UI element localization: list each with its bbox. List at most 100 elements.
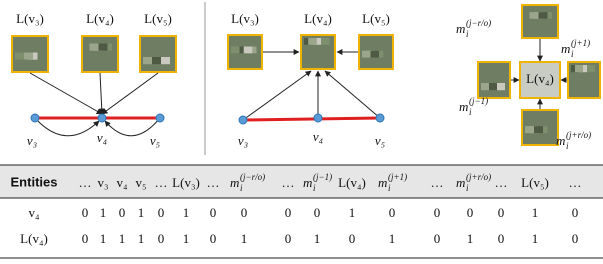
table-cell: L(v₄) — [20, 231, 48, 246]
table-cell: 0 — [285, 205, 292, 220]
table-cell: 1 — [100, 231, 107, 246]
table-cell: 1 — [389, 231, 396, 246]
image-texture — [371, 51, 380, 58]
node-label: v₃ — [238, 133, 248, 148]
table-cell: 0 — [119, 205, 126, 220]
table-cell: 0 — [434, 205, 441, 220]
header-cell: v₅ — [135, 175, 146, 190]
header-cell: L(v₅) — [521, 175, 549, 190]
image-texture — [321, 38, 330, 45]
table-cell: 1 — [138, 205, 145, 220]
table-cell: 0 — [285, 231, 292, 246]
image-texture — [530, 12, 539, 19]
table-cell: v₄ — [28, 205, 40, 220]
header-cell: … — [431, 175, 444, 190]
node — [31, 114, 39, 122]
neighbor-label-sup: (j−1) — [469, 96, 488, 106]
image-texture — [143, 57, 152, 64]
image-texture — [90, 44, 99, 51]
image-label: L(v₃) — [231, 11, 259, 26]
table-cell: 1 — [532, 231, 539, 246]
table-cell: 1 — [349, 205, 356, 220]
header-cell: … — [207, 175, 220, 190]
table-cell: 1 — [183, 231, 190, 246]
table-cell: 1 — [138, 231, 145, 246]
header-cell-base: m — [230, 175, 239, 190]
table-cell: 1 — [100, 205, 107, 220]
neighbor-label-sup: (j−r/o) — [466, 18, 491, 28]
image-texture — [497, 83, 505, 90]
image-texture — [244, 47, 253, 54]
table-cell: 0 — [572, 205, 579, 220]
arrow — [102, 73, 158, 114]
neighbor-label-base: m — [459, 99, 468, 114]
image-texture — [575, 65, 583, 72]
node — [376, 114, 384, 122]
arrow — [325, 71, 380, 118]
neighbor-label-sup: (j+r/o) — [566, 130, 591, 140]
header-cell-base: m — [456, 175, 465, 190]
header-cell: … — [79, 175, 92, 190]
node — [156, 114, 164, 122]
table-cell: 0 — [210, 205, 217, 220]
node-label: v₃ — [27, 133, 37, 148]
table-cell: 0 — [210, 231, 217, 246]
node-label: v₅ — [150, 133, 160, 148]
table-cell: 1 — [241, 231, 248, 246]
arrow — [35, 118, 99, 136]
figure: L(v₃) L(v₄) L(v₅) v₃ v₄ v₅ L(v₃) L(v₄) L(v₅) v₃ v₄… — [0, 0, 603, 264]
arrow — [100, 73, 102, 114]
image-texture — [15, 53, 24, 60]
image-frame — [522, 5, 558, 38]
header-cell-base: m — [303, 175, 312, 190]
arrow — [30, 73, 102, 114]
header-cell: … — [569, 175, 582, 190]
image-label: L(v₄) — [86, 11, 114, 26]
image-texture — [24, 53, 33, 60]
table-cell: 0 — [241, 205, 248, 220]
table-cell: 1 — [183, 205, 190, 220]
image-texture — [525, 126, 534, 133]
header-cell: … — [282, 175, 295, 190]
image-texture — [587, 65, 595, 72]
neighbor-label-sub: i — [469, 107, 472, 117]
table-cell: 0 — [467, 205, 474, 220]
node — [98, 114, 106, 122]
image-texture — [539, 12, 548, 19]
header-cell: Entities — [11, 174, 58, 189]
table-cell: 1 — [119, 231, 126, 246]
header-cell-sup: (j−r/o) — [240, 172, 265, 182]
table-cell: 0 — [498, 205, 505, 220]
header-cell: L(v₄) — [338, 175, 366, 190]
table-cell: 1 — [467, 231, 474, 246]
header-cell-sup: (j−1) — [313, 172, 332, 182]
image-frame — [478, 62, 510, 98]
neighbor-label-sub: i — [466, 29, 469, 39]
table-cell: 1 — [314, 231, 321, 246]
center-label: L(v₄) — [526, 71, 554, 86]
table-cell: 0 — [158, 231, 165, 246]
image-texture — [308, 38, 317, 45]
table-cell: 0 — [82, 231, 89, 246]
header-cell: L(v₃) — [172, 175, 200, 190]
image-label: L(v₅) — [144, 11, 172, 26]
image-label: L(v₅) — [362, 11, 390, 26]
table-cell: 0 — [158, 205, 165, 220]
image-texture — [231, 47, 240, 54]
table-cell: 0 — [572, 231, 579, 246]
neighbor-label-base: m — [556, 133, 565, 148]
node-label: v₄ — [97, 130, 108, 145]
image-texture — [362, 51, 371, 58]
image-label: L(v₃) — [16, 11, 44, 26]
image-texture — [161, 57, 170, 64]
neighbor-label-sub: i — [566, 141, 569, 151]
node-label: v₄ — [313, 129, 324, 144]
image-texture — [152, 57, 161, 64]
header-cell-sup: (j+1) — [388, 172, 407, 182]
header-cell: … — [155, 175, 168, 190]
image-texture — [534, 126, 543, 133]
node — [239, 116, 247, 124]
node-label: v₅ — [375, 133, 385, 148]
header-cell: v₃ — [97, 175, 108, 190]
table-cell: 0 — [349, 231, 356, 246]
